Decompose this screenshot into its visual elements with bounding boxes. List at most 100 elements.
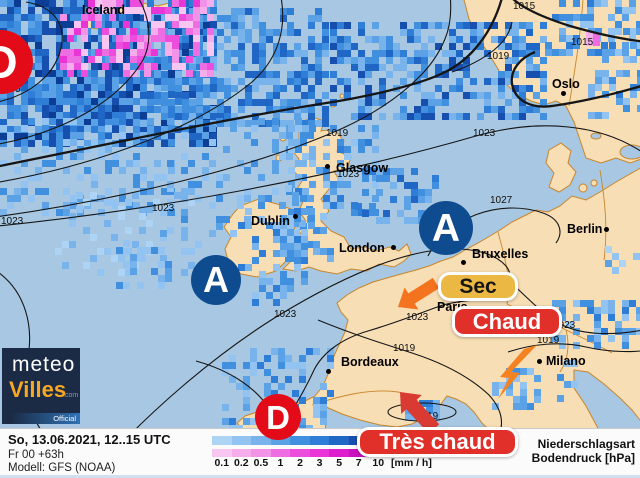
precip-cell — [470, 29, 477, 36]
precip-cell — [301, 229, 308, 236]
precip-cell — [217, 106, 224, 113]
isobar-line-1015 — [510, 50, 640, 108]
precip-cell — [301, 92, 308, 99]
precip-cell — [186, 14, 193, 21]
precip-cell — [238, 57, 245, 64]
precip-cell — [216, 223, 223, 230]
precip-cell — [288, 139, 295, 146]
precip-cell — [35, 42, 42, 49]
precip-cell — [77, 132, 84, 139]
precip-cell — [456, 78, 463, 85]
precip-cell — [42, 28, 49, 35]
precip-cell — [126, 133, 133, 140]
precip-cell — [174, 192, 181, 199]
precip-cell — [196, 57, 203, 64]
precip-cell — [105, 105, 112, 112]
precip-cell — [105, 21, 112, 28]
precip-cell — [70, 21, 77, 28]
precip-cell — [337, 181, 344, 188]
precip-cell — [140, 99, 147, 106]
precip-cell — [252, 113, 259, 120]
precip-cell — [189, 64, 196, 71]
precip-cell — [280, 236, 287, 243]
precip-cell — [315, 71, 322, 78]
precip-cell — [615, 0, 622, 7]
precip-cell — [91, 126, 98, 133]
precip-cell — [414, 106, 421, 113]
precip-cell — [229, 362, 236, 369]
precip-cell — [56, 119, 63, 126]
precip-cell — [7, 49, 14, 56]
precip-cell — [21, 56, 28, 63]
precip-cell — [330, 85, 337, 92]
precip-cell — [294, 43, 301, 50]
precip-cell — [238, 15, 245, 22]
precip-cell — [161, 99, 168, 106]
precip-cell — [499, 382, 506, 389]
precip-cell — [287, 50, 294, 57]
precip-cell — [266, 222, 273, 229]
precip-cell — [636, 49, 640, 56]
meteovilles-logo[interactable]: meteo Villes .com Official — [2, 348, 80, 424]
precip-cell — [344, 85, 351, 92]
precip-cell — [98, 140, 105, 147]
precip-cell — [60, 63, 67, 70]
precip-cell — [616, 91, 623, 98]
precip-cell — [301, 71, 308, 78]
precip-cell — [168, 84, 175, 91]
precip-cell — [102, 49, 109, 56]
precip-cell — [196, 78, 203, 85]
precip-cell — [534, 396, 541, 403]
precip-cell — [168, 106, 175, 113]
precip-cell — [442, 113, 449, 120]
precip-cell — [559, 14, 566, 21]
precip-cell — [264, 390, 271, 397]
precip-cell — [203, 21, 210, 28]
precip-cell — [470, 43, 477, 50]
precip-cell — [158, 247, 165, 254]
precip-cell — [112, 160, 119, 167]
precip-cell — [280, 222, 287, 229]
precip-cell — [63, 188, 70, 195]
precip-cell — [557, 395, 564, 402]
precip-cell — [279, 132, 286, 139]
precip-cell — [428, 106, 435, 113]
precip-cell — [414, 22, 421, 29]
precip-cell — [21, 146, 28, 153]
precip-cell — [76, 192, 83, 199]
precip-cell — [512, 36, 519, 43]
precip-cell — [411, 182, 418, 189]
precip-cell — [588, 112, 595, 119]
precip-cell — [351, 113, 358, 120]
precip-cell — [209, 202, 216, 209]
precip-cell — [175, 8, 182, 15]
precip-cell — [330, 202, 337, 209]
precip-cell — [55, 248, 62, 255]
precip-cell — [105, 84, 112, 91]
precip-cell — [21, 112, 28, 119]
precip-cell — [540, 85, 547, 92]
precip-cell — [463, 22, 470, 29]
precip-cell — [84, 77, 91, 84]
precip-cell — [280, 99, 287, 106]
isobar-line — [0, 0, 150, 145]
precip-cell — [266, 92, 273, 99]
precip-cell — [519, 85, 526, 92]
precip-cell — [49, 70, 56, 77]
precip-cell — [308, 106, 315, 113]
precip-cell — [636, 314, 640, 321]
precip-cell — [238, 8, 245, 15]
precip-cell — [383, 168, 390, 175]
precip-cell — [35, 84, 42, 91]
precip-cell — [238, 106, 245, 113]
precip-cell — [84, 140, 91, 147]
precip-cell — [49, 105, 56, 112]
precip-cell — [505, 78, 512, 85]
precip-cell — [81, 28, 88, 35]
precip-cell — [322, 71, 329, 78]
precip-cell — [566, 321, 573, 328]
precip-cell — [35, 188, 42, 195]
precip-cell — [287, 29, 294, 36]
precip-cell — [245, 208, 252, 215]
precip-cell — [21, 119, 28, 126]
